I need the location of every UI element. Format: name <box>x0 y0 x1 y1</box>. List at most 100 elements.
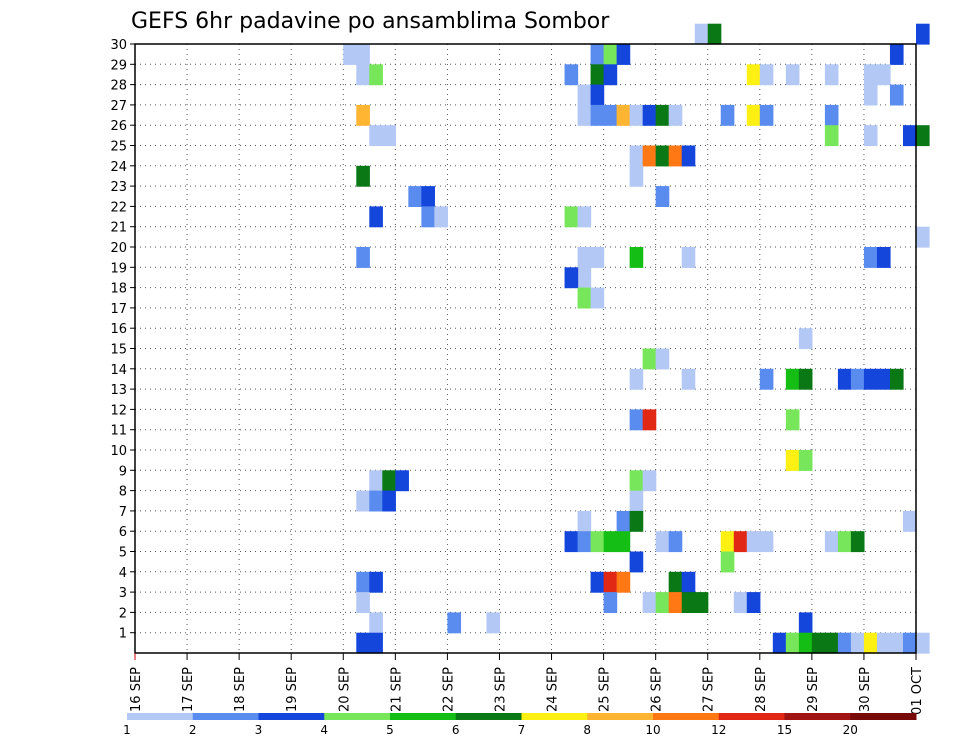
y-tick-label: 6 <box>119 525 127 540</box>
y-tick-label: 29 <box>110 58 127 73</box>
precip-cell <box>850 531 865 553</box>
y-tick-label: 8 <box>119 485 127 500</box>
precip-cell <box>863 368 878 390</box>
legend-swatch <box>784 713 851 720</box>
precip-cell <box>785 368 800 390</box>
precip-cell <box>577 247 592 268</box>
precip-cell <box>356 64 370 86</box>
precip-cell <box>720 551 735 573</box>
y-tick-label: 7 <box>119 505 127 520</box>
precip-cell <box>798 612 813 634</box>
precip-cell <box>603 592 618 613</box>
precip-cell <box>785 632 800 654</box>
precip-cell <box>681 571 696 593</box>
precip-cell <box>642 145 657 167</box>
legend-label: 8 <box>583 723 591 737</box>
precip-cell <box>655 145 670 167</box>
precip-cell <box>824 64 839 86</box>
y-tick-label: 22 <box>110 200 127 215</box>
precip-cell <box>603 531 618 553</box>
precip-cell <box>616 44 631 65</box>
y-tick-label: 10 <box>110 444 127 459</box>
precip-cell <box>785 450 800 471</box>
precip-cell <box>759 368 774 390</box>
precip-cell <box>759 104 774 126</box>
precip-cell <box>356 44 370 65</box>
precip-cell <box>395 470 409 492</box>
legend-swatch <box>258 713 325 720</box>
precip-cell <box>629 551 644 573</box>
y-tick-label: 24 <box>110 160 127 175</box>
precip-cell <box>863 125 878 147</box>
precip-cell <box>356 247 370 268</box>
x-tick-label: 30 SEP <box>858 667 873 712</box>
precip-cell <box>629 247 644 268</box>
precip-cell <box>916 125 930 147</box>
x-tick-label: 21 SEP <box>389 667 404 712</box>
precip-cell <box>720 531 735 553</box>
legend-label: 10 <box>645 723 660 737</box>
y-tick-label: 21 <box>110 221 127 236</box>
precip-cell <box>837 632 852 654</box>
precip-cell <box>668 571 683 593</box>
precip-cells <box>343 23 930 654</box>
precip-cell <box>629 470 644 492</box>
legend-label: 12 <box>711 723 726 737</box>
precip-cell <box>616 531 631 553</box>
y-tick-label: 18 <box>110 282 127 297</box>
precip-cell <box>668 145 683 167</box>
precip-cell <box>824 104 839 126</box>
precip-cell <box>642 104 657 126</box>
precip-cell <box>616 104 631 126</box>
precip-cell <box>577 287 592 309</box>
precip-cell <box>564 267 579 289</box>
y-tick-label: 19 <box>110 261 127 276</box>
legend-swatch <box>192 713 259 720</box>
precip-cell <box>876 64 891 86</box>
precip-cell <box>798 328 813 350</box>
precip-cell <box>369 632 383 654</box>
precip-cell <box>863 632 878 654</box>
precip-cell <box>889 44 904 65</box>
precip-cell <box>343 44 357 65</box>
precip-cell <box>486 612 501 634</box>
precip-cell <box>577 104 592 126</box>
precip-cell <box>369 490 383 512</box>
precip-cell <box>655 186 670 207</box>
legend-swatch <box>718 713 785 720</box>
precip-cell <box>629 510 644 532</box>
precip-cell <box>707 23 722 45</box>
precip-cell <box>655 348 670 370</box>
x-tick-label: 17 SEP <box>181 667 196 712</box>
y-tick-label: 26 <box>110 119 127 134</box>
precip-cell <box>616 510 631 532</box>
y-tick-label: 27 <box>110 99 127 114</box>
legend-label: 2 <box>189 723 197 737</box>
precip-cell <box>603 64 618 86</box>
precip-cell <box>837 368 852 390</box>
x-tick-label: 24 SEP <box>546 667 561 712</box>
precip-cell <box>916 632 930 654</box>
y-axis: 1234567891011121314151617181920212223242… <box>110 38 135 642</box>
precip-cell <box>746 104 761 126</box>
precip-cell <box>876 368 891 390</box>
precip-cell <box>785 409 800 431</box>
y-tick-label: 30 <box>110 38 127 53</box>
precip-cell <box>382 490 396 512</box>
precip-cell <box>902 125 917 147</box>
legend-label: 6 <box>452 723 460 737</box>
y-tick-label: 16 <box>110 322 127 337</box>
precip-cell <box>642 348 657 370</box>
y-tick-label: 25 <box>110 140 127 155</box>
precip-cell <box>668 531 683 553</box>
precip-cell <box>902 510 917 532</box>
precip-cell <box>577 531 592 553</box>
precip-cell <box>798 632 813 654</box>
y-tick-label: 12 <box>110 403 127 418</box>
precip-cell <box>629 490 644 512</box>
x-tick-label: 27 SEP <box>702 667 717 712</box>
legend-swatch <box>587 713 654 720</box>
x-tick-label: 25 SEP <box>598 667 613 712</box>
precip-cell <box>629 165 644 187</box>
